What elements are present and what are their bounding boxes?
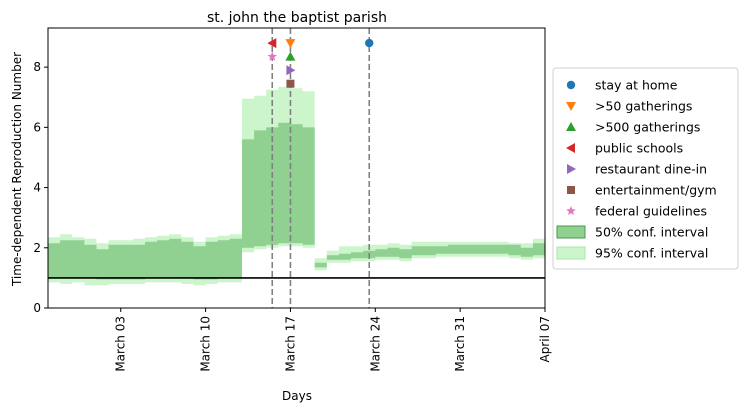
intervention-marker-3 [267, 38, 277, 49]
legend-marker-4 [567, 164, 576, 174]
x-tick-label-4: March 31 [453, 316, 467, 372]
legend-label-3: public schools [595, 141, 683, 156]
x-tick-label-5: April 07 [538, 316, 552, 363]
legend-marker-6 [566, 206, 576, 215]
intervention-marker-0 [365, 38, 374, 48]
legend-frame [552, 67, 739, 270]
chart-title: st. john the baptist parish [207, 10, 387, 26]
legend-marker-2 [566, 122, 576, 131]
intervention-marker-4 [286, 65, 296, 76]
legend-marker-3 [566, 143, 575, 153]
intervention-marker-5 [286, 79, 295, 88]
y-tick-label-1: 2 [33, 241, 41, 255]
legend-label-7: 50% conf. interval [595, 225, 708, 240]
legend-marker-0 [566, 80, 576, 90]
intervention-marker-6 [267, 51, 277, 61]
x-tick-label-3: March 24 [368, 316, 382, 372]
plot-area: 0 2 4 6 8 March 03 March 10 March 17 March 24 Mar… [33, 27, 552, 372]
x-tick-label-1: March 10 [199, 316, 213, 372]
legend-label-5: entertainment/gym [595, 183, 717, 198]
legend-label-1: >50 gatherings [595, 99, 692, 114]
x-tick-label-0: March 03 [114, 316, 128, 372]
legend-marker-1 [566, 102, 576, 111]
series-group [48, 28, 545, 308]
legend-label-2: >500 gatherings [595, 120, 700, 135]
legend-label-6: federal guidelines [595, 204, 707, 219]
y-tick-label-0: 0 [33, 301, 41, 315]
y-tick-label-2: 4 [33, 181, 41, 195]
axes-frame [47, 27, 546, 309]
y-tick-label-4: 8 [33, 60, 41, 74]
legend-label-8: 95% conf. interval [595, 246, 708, 261]
intervention-marker-2 [285, 51, 296, 61]
legend-swatch-8 [556, 246, 586, 260]
legend-swatch-7 [556, 225, 586, 239]
y-tick-label-3: 6 [33, 120, 41, 134]
x-tick-label-2: March 17 [283, 316, 297, 372]
legend-label-0: stay at home [595, 78, 678, 93]
legend-marker-5 [567, 186, 575, 194]
intervention-marker-1 [285, 39, 296, 49]
y-axis-label: Time-dependent Reproduction Number [10, 52, 24, 287]
legend: stay at home >50 gatherings >500 gathering… [552, 67, 739, 270]
band-50-ci [48, 122, 545, 280]
x-axis-label: Days [282, 389, 312, 403]
legend-label-4: restaurant dine-in [595, 162, 707, 177]
